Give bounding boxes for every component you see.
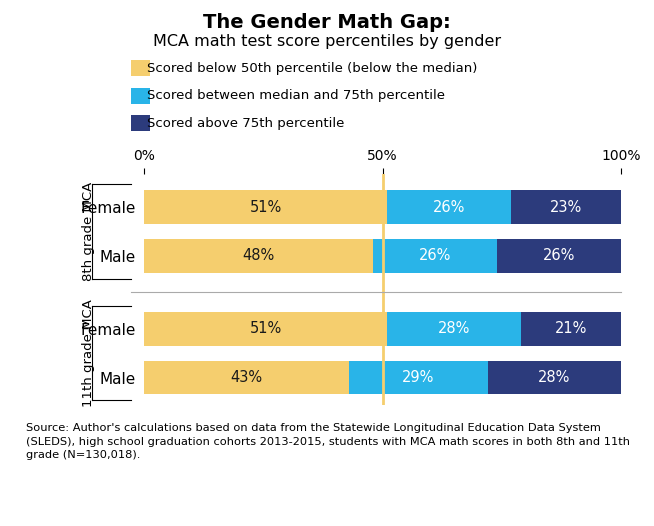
Bar (144, 361, 349, 394)
Text: 23%: 23% (550, 199, 583, 215)
Bar (488, 361, 621, 394)
Text: 26%: 26% (419, 248, 451, 264)
Text: 51%: 51% (249, 321, 282, 337)
Text: 43%: 43% (230, 370, 263, 385)
Bar (511, 190, 621, 224)
Bar (387, 312, 521, 346)
Text: Scored above 75th percentile: Scored above 75th percentile (147, 117, 345, 129)
Bar (144, 190, 387, 224)
Bar (387, 190, 511, 224)
Text: 29%: 29% (402, 370, 435, 385)
Text: 8th grade MCA: 8th grade MCA (82, 182, 95, 281)
Bar (144, 312, 387, 346)
Bar (521, 312, 621, 346)
Bar (144, 239, 373, 272)
Text: Source: Author's calculations based on data from the Statewide Longitudinal Educ: Source: Author's calculations based on d… (26, 423, 630, 460)
Text: MCA math test score percentiles by gender: MCA math test score percentiles by gende… (153, 34, 501, 49)
Text: 51%: 51% (249, 199, 282, 215)
Text: The Gender Math Gap:: The Gender Math Gap: (203, 13, 451, 32)
Bar (373, 239, 497, 272)
Bar (497, 239, 621, 272)
Bar (349, 361, 488, 394)
Text: Scored below 50th percentile (below the median): Scored below 50th percentile (below the … (147, 62, 477, 75)
Text: Scored between median and 75th percentile: Scored between median and 75th percentil… (147, 89, 445, 102)
Text: 28%: 28% (438, 321, 470, 337)
Text: 11th grade MCA: 11th grade MCA (82, 299, 95, 407)
Text: 26%: 26% (543, 248, 576, 264)
Text: 48%: 48% (243, 248, 275, 264)
Text: 26%: 26% (433, 199, 466, 215)
Text: 28%: 28% (538, 370, 571, 385)
Text: 21%: 21% (555, 321, 587, 337)
